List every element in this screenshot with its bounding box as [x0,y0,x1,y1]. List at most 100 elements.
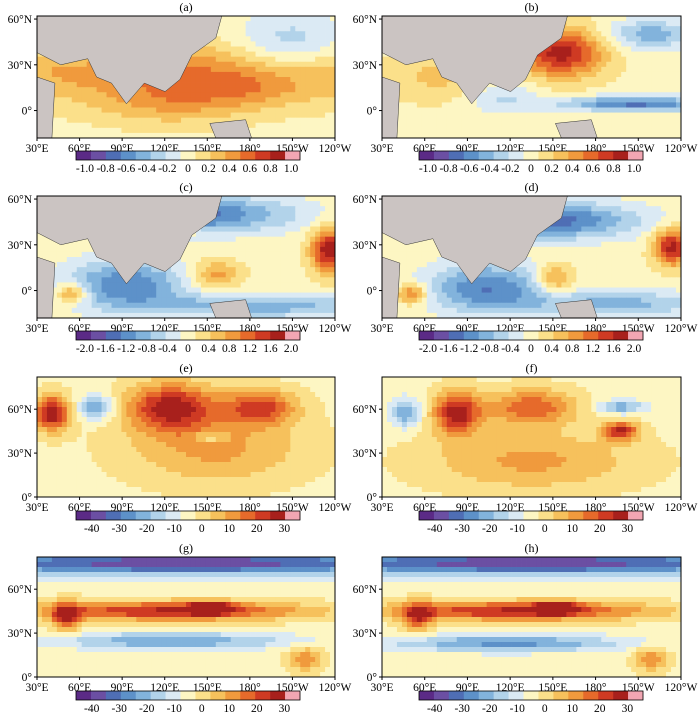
colorbar-label: 0 [199,703,205,715]
panel-title: (d) [525,180,539,194]
colorbar-label: 0.2 [201,163,216,175]
panel-frame [36,556,336,678]
panel-title: (f) [526,361,538,375]
colorbar-label: -0.8 [96,163,114,175]
y-tick-label: 0° [22,106,33,118]
land-mask [36,256,56,319]
colorbar: -40 -30 -20 -10 0 10 20 30 [75,690,301,715]
colorbar-label: -40 [427,703,443,715]
colorbar-label: 20 [251,703,263,715]
panel-title: (a) [179,0,192,14]
colorbar-label: -20 [139,703,155,715]
colorbar-label: -2.0 [419,343,437,355]
colorbar: -40 -30 -20 -10 0 10 20 30 [418,690,644,715]
colorbar-label: 2.0 [284,343,299,355]
colorbar-label: -10 [510,703,526,715]
land-mask [36,195,223,285]
colorbar-label: -0.4 [501,343,519,355]
panel-a: (a)30°E 60°E 90°E 120°E 150°E 180° 150°W 120°W6… [8,0,352,155]
colorbar-label: -30 [455,523,471,535]
colorbar: -2.0 -1.6 -1.2 -0.8 -0.4 0 0.4 0.8 1.2 1.6 2.0 [418,330,644,355]
y-tick-label: 30°N [8,448,33,460]
colorbar: -40 -30 -20 -10 0 10 20 30 [418,510,644,535]
colorbar-label: -10 [167,703,183,715]
colorbar-label: 1.2 [586,343,601,355]
colorbar-label: 0.6 [243,163,258,175]
x-tick-label: 30°E [25,502,48,514]
panel-frame [381,15,682,139]
panel-d: (d)30°E 60°E 90°E 120°E 150°E 180° 150°W 120°W6… [353,180,698,335]
x-tick-label: 120°W [319,323,352,335]
colorbar: -2.0 -1.6 -1.2 -0.8 -0.4 0 0.4 0.8 1.2 1.6 2.0 [75,330,301,355]
colorbar-label: -1.6 [439,343,457,355]
y-tick-label: 30°N [353,628,378,640]
y-tick-label: 60°N [8,584,33,596]
y-tick-label: 60°N [8,14,33,26]
land-mask [36,76,56,139]
colorbar-label: 0.8 [565,343,580,355]
colorbar: -1.0 -0.8 -0.6 -0.4 -0.2 0 0.2 0.4 0.6 0.8 1.0 [418,150,644,175]
colorbar-label: -0.8 [138,343,156,355]
y-tick-label: 60°N [353,404,378,416]
colorbar-label: 0 [199,523,205,535]
colorbar: -1.0 -0.8 -0.6 -0.4 -0.2 0 0.2 0.4 0.6 0.8 1.0 [75,150,301,175]
colorbar: -40 -30 -20 -10 0 10 20 30 [75,510,301,535]
colorbar-label: -10 [510,523,526,535]
colorbar-label: -1.0 [419,163,437,175]
x-tick-label: 30°E [25,143,48,155]
x-tick-label: 30°E [370,143,393,155]
y-tick-label: 60°N [353,194,378,206]
colorbar-label: -0.2 [158,163,176,175]
y-tick-label: 30°N [8,240,33,252]
x-tick-label: 30°E [370,682,393,694]
colorbar-label: -40 [84,523,100,535]
colorbar-label: -0.4 [138,163,156,175]
y-tick-label: 60°N [8,404,33,416]
colorbar-label: -40 [427,523,443,535]
x-tick-label: 120°W [665,502,698,514]
colorbar-label: 0 [528,343,534,355]
colorbar-label: -30 [112,703,128,715]
colorbar-label: -0.6 [117,163,135,175]
colorbar-label: 0.8 [222,343,237,355]
y-tick-label: 0° [367,492,378,504]
y-tick-label: 0° [367,106,378,118]
colorbar-label: -20 [482,523,498,535]
panel-c: (c)30°E 60°E 90°E 120°E 150°E 180° 150°W 120°W6… [8,180,352,335]
colorbar-label: -30 [455,703,471,715]
colorbar-label: -0.4 [481,163,499,175]
colorbar-label: 0.2 [544,163,559,175]
colorbar-label: 30 [279,523,291,535]
x-tick-label: 30°E [370,323,393,335]
x-tick-label: 120°W [665,323,698,335]
colorbar-label: -1.2 [117,343,135,355]
land-mask [381,76,401,139]
colorbar-label: 0.4 [201,343,216,355]
colorbar-label: 20 [594,703,606,715]
panel-frame [36,195,336,319]
colorbar-label: 0.4 [544,343,559,355]
colorbar-label: 1.2 [243,343,258,355]
y-tick-label: 0° [22,286,33,298]
y-tick-label: 0° [367,286,378,298]
y-tick-label: 30°N [8,628,33,640]
colorbar-label: -0.2 [501,163,519,175]
colorbar-label: -30 [112,523,128,535]
colorbar-label: 10 [224,703,236,715]
colorbar-label: -20 [139,523,155,535]
colorbar-label: 2.0 [627,343,642,355]
colorbar-label: 1.6 [263,343,278,355]
colorbar-label: 0 [542,523,548,535]
colorbar-label: 1.0 [627,163,642,175]
panel-frame [381,556,682,678]
y-tick-label: 60°N [8,194,33,206]
colorbar-label: -2.0 [76,343,94,355]
y-tick-label: 30°N [8,60,33,72]
panel-f: (f)30°E 60°E 90°E 120°E 150°E 180° 150°W 120°W6… [353,361,698,514]
x-tick-label: 30°E [370,502,393,514]
panel-g: (g)30°E 60°E 90°E 120°E 150°E 180° 150°W 120°W6… [8,541,352,694]
colorbar-label: -1.0 [76,163,94,175]
x-tick-label: 120°W [319,682,352,694]
panel-title: (h) [525,541,539,555]
